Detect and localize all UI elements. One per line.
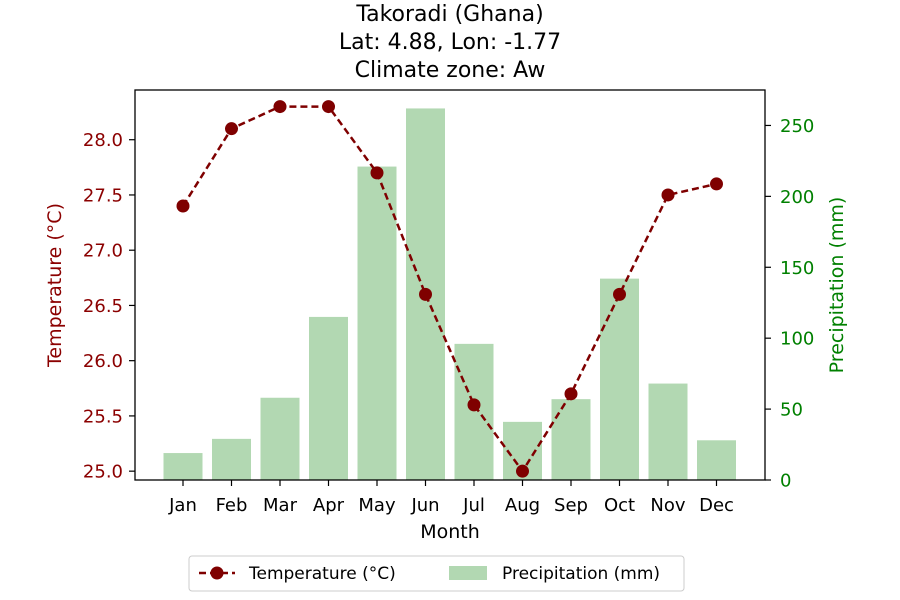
legend-temperature-marker <box>210 566 224 580</box>
y-axis-right-label: Precipitation (mm) <box>826 197 848 374</box>
x-tick-label-dec: Dec <box>699 495 734 516</box>
x-tick-label-sep: Sep <box>554 495 588 516</box>
temperature-point-jan <box>176 199 190 213</box>
temperature-line <box>181 105 717 474</box>
temperature-point-apr <box>322 100 335 114</box>
precipitation-bar-nov <box>648 383 688 480</box>
temperature-point-jul <box>467 398 481 412</box>
x-tick-label-feb: Feb <box>216 495 248 516</box>
left-tick-label: 25.0 <box>83 462 123 483</box>
left-tick-label: 26.5 <box>83 296 123 317</box>
x-tick-label-jun: Jun <box>410 495 439 516</box>
right-tick-label: 200 <box>780 187 814 208</box>
plot-frame <box>134 89 766 481</box>
precipitation-bar-apr <box>309 316 348 480</box>
legend-precipitation-swatch <box>449 566 487 580</box>
x-tick-label-mar: Mar <box>263 495 298 516</box>
x-tick-label-apr: Apr <box>313 495 345 516</box>
right-tick-label: 250 <box>780 116 814 137</box>
temperature-point-mar <box>273 100 287 114</box>
right-tick-label: 0 <box>780 471 791 492</box>
precipitation-bar-dec <box>697 440 736 480</box>
chart-title-line-2: Lat: 4.88, Lon: -1.77 <box>339 30 561 55</box>
left-tick-label: 27.5 <box>83 185 123 206</box>
temperature-point-aug <box>516 464 529 478</box>
x-tick-label-nov: Nov <box>650 495 685 516</box>
temperature-point-dec <box>710 177 723 191</box>
legend-precipitation-label: Precipitation (mm) <box>502 564 660 584</box>
left-tick-label: 26.0 <box>83 351 123 372</box>
chart-title-line-1: Takoradi (Ghana) <box>355 2 543 27</box>
left-tick-label: 27.0 <box>83 241 123 262</box>
x-tick-label-jan: Jan <box>168 495 197 516</box>
temperature-point-may <box>370 166 384 180</box>
temperature-point-sep <box>564 387 578 401</box>
left-axis: 25.0 25.5 26.0 26.5 27.0 27.5 28.0 <box>83 130 135 483</box>
temperature-point-jun <box>419 287 432 301</box>
legend-temperature-label: Temperature (°C) <box>248 564 396 584</box>
right-tick-label: 150 <box>780 258 814 279</box>
right-tick-label: 100 <box>780 329 814 350</box>
precipitation-bar-jan <box>163 453 203 480</box>
x-tick-label-oct: Oct <box>604 495 635 516</box>
temperature-series <box>176 100 723 478</box>
x-axis: Jan Feb Mar Apr May Jun Jul Aug Sep Oct Nov Dec <box>168 480 734 516</box>
chart-title-line-3: Climate zone: Aw <box>355 58 546 83</box>
right-axis: 0 50 100 150 200 250 <box>765 116 814 492</box>
precipitation-bar-jul <box>454 343 494 480</box>
precipitation-bars <box>163 108 736 480</box>
temperature-point-oct <box>613 287 626 301</box>
precipitation-bar-mar <box>260 397 300 480</box>
y-axis-left-label: Temperature (°C) <box>44 203 66 368</box>
x-axis-label: Month <box>420 521 480 543</box>
precipitation-bar-oct <box>600 278 639 480</box>
left-tick-label: 28.0 <box>83 130 123 151</box>
temperature-point-feb <box>225 122 238 136</box>
precipitation-bar-may <box>357 166 397 480</box>
right-tick-label: 50 <box>780 400 803 421</box>
legend-box <box>188 555 685 592</box>
x-tick-label-aug: Aug <box>505 495 540 516</box>
precipitation-bar-sep <box>551 399 591 480</box>
left-tick-label: 25.5 <box>83 406 123 427</box>
x-tick-label-may: May <box>358 495 396 516</box>
precipitation-bar-feb <box>212 438 251 480</box>
temperature-point-nov <box>661 188 675 202</box>
legend: Temperature (°C) Precipitation (mm) <box>188 555 685 592</box>
x-tick-label-jul: Jul <box>462 495 485 516</box>
